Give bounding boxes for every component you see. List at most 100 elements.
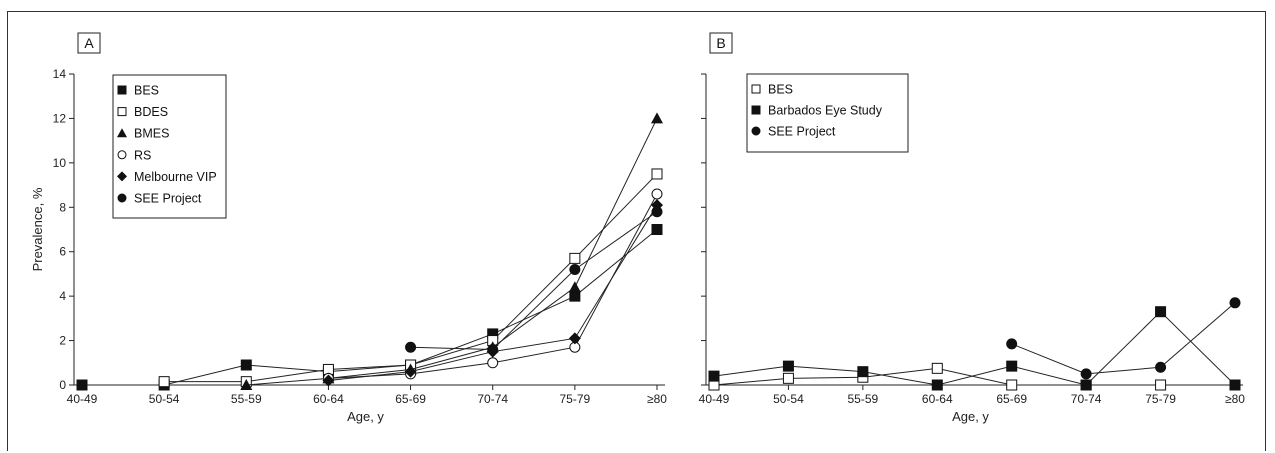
y-tick-label: 10 (53, 156, 67, 170)
legend-box (112, 74, 227, 219)
data-point (240, 359, 252, 371)
x-tick-label: 40-49 (699, 392, 730, 406)
legend-label: SEE Project (768, 125, 836, 139)
data-point (782, 360, 794, 372)
legend-marker (751, 84, 761, 94)
legend-marker (751, 105, 761, 115)
data-point (158, 376, 170, 388)
legend-marker (117, 85, 127, 95)
x-tick-label: 55-59 (848, 392, 879, 406)
y-tick-label: 2 (59, 334, 66, 348)
x-tick-label: 75-79 (560, 392, 591, 406)
legend-marker (117, 171, 127, 182)
legend-marker (117, 150, 127, 160)
legend-label: BES (768, 83, 793, 97)
chart-panel-a: A 0 2 4 6 8 10 12 14 40-49 50-54 55-59 60-64 65-69 70-… (30, 32, 667, 424)
legend-label: SEE Project (134, 192, 202, 206)
data-point (322, 374, 335, 387)
data-point (569, 290, 581, 302)
data-point (708, 370, 720, 382)
data-point (76, 379, 88, 391)
y-tick-label: 0 (59, 378, 66, 392)
data-point (569, 263, 581, 275)
x-tick-label: 50-54 (773, 392, 804, 406)
data-point (651, 168, 663, 180)
data-point (487, 357, 499, 369)
series-barbados-eye-study (708, 306, 1241, 391)
data-point (1006, 379, 1018, 391)
data-point (404, 365, 417, 378)
x-tick-label: 60-64 (922, 392, 953, 406)
data-point (931, 362, 943, 374)
x-tick-label: 70-74 (477, 392, 508, 406)
x-axis-title: Age, y (952, 409, 989, 424)
series-line (246, 118, 658, 386)
data-point (1006, 360, 1018, 372)
series-see-project (405, 206, 663, 355)
x-tick-label: 55-59 (231, 392, 262, 406)
data-point (857, 366, 869, 378)
x-tick-label: 70-74 (1071, 392, 1102, 406)
data-point (1155, 306, 1167, 318)
legend-label: Melbourne VIP (134, 170, 217, 184)
series-line (82, 229, 658, 386)
panel-label-box (709, 32, 733, 54)
data-point (1229, 297, 1241, 309)
series-bdes (158, 168, 663, 388)
figure-frame (7, 11, 1266, 451)
data-point (651, 224, 663, 235)
y-tick-label: 6 (59, 245, 66, 259)
data-point (568, 332, 581, 345)
data-point (1155, 361, 1167, 373)
legend-label: RS (134, 148, 151, 162)
legend-marker (117, 107, 127, 117)
data-point (568, 281, 581, 293)
series-bes (76, 224, 663, 391)
series-line (1011, 302, 1236, 375)
legend-box (746, 73, 909, 153)
x-axis-title: Age, y (347, 409, 384, 424)
data-point (1006, 338, 1018, 350)
data-point (651, 112, 663, 124)
data-point (1080, 379, 1092, 391)
panel-label: B (716, 35, 725, 51)
x-tick-label: 75-79 (1145, 392, 1176, 406)
data-point (1155, 379, 1167, 391)
series-line (410, 211, 658, 350)
legend: BES Barbados Eye Study SEE Project (746, 73, 909, 153)
data-point (569, 252, 581, 264)
y-tick-label: 14 (53, 67, 67, 81)
panel-label: A (84, 35, 94, 51)
y-tick-label: 8 (59, 200, 66, 214)
series-see-project (1006, 297, 1241, 380)
series-line (713, 310, 1236, 386)
legend-label: BMES (134, 127, 169, 141)
y-axis-title: Prevalence, % (30, 187, 45, 271)
legend-marker (751, 126, 761, 136)
legend-marker (117, 128, 127, 138)
data-point (651, 188, 663, 200)
x-tick-label: ≥80 (1225, 392, 1245, 406)
data-point (782, 372, 794, 384)
chart-panel-b: B 40-49 50-54 55-59 60-64 65-69 70-74 75-79 ≥80 A… (699, 32, 1245, 424)
x-tick-label: 50-54 (149, 392, 180, 406)
x-tick-label: ≥80 (647, 392, 667, 406)
x-tick-label: 65-69 (395, 392, 426, 406)
data-point (405, 341, 417, 353)
y-tick-label: 4 (59, 289, 66, 303)
legend-label: Barbados Eye Study (768, 104, 883, 118)
data-point (931, 379, 943, 391)
data-point (240, 379, 253, 390)
legend-label: BES (134, 84, 159, 98)
legend-label: BDES (134, 105, 168, 119)
data-point (1080, 368, 1092, 380)
legend: BES BDES BMES RS Melbourne VIP SEE Project (112, 74, 227, 219)
data-point (1229, 379, 1241, 391)
legend-marker (117, 193, 127, 203)
x-tick-label: 40-49 (67, 392, 98, 406)
y-tick-label: 12 (53, 111, 67, 125)
data-point (487, 343, 499, 355)
x-tick-label: 60-64 (313, 392, 344, 406)
x-tick-label: 65-69 (996, 392, 1027, 406)
